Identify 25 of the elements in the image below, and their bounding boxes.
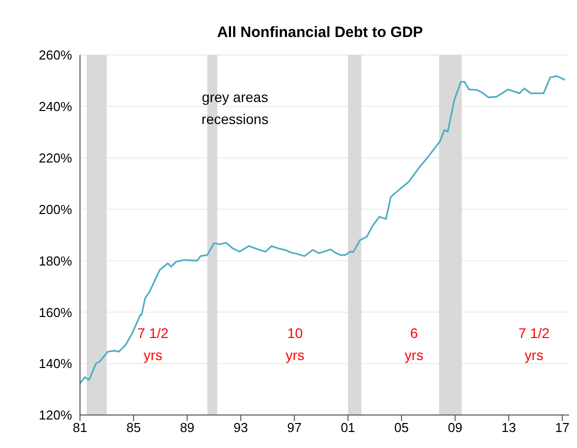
- y-tick-label: 200%: [38, 202, 72, 217]
- chart-title: All Nonfinancial Debt to GDP: [216, 24, 424, 41]
- x-tick-label: 81: [72, 420, 88, 436]
- annotation: grey areas recessions: [200, 88, 270, 129]
- line-series: [80, 75, 566, 384]
- x-tick-label: 01: [340, 420, 356, 436]
- y-tick-label: 240%: [38, 99, 72, 114]
- y-tick-label: 160%: [38, 304, 72, 320]
- x-tick-label: 85: [126, 420, 141, 436]
- x-tick-label: 05: [394, 420, 409, 436]
- x-tick-label: 89: [180, 420, 194, 436]
- annotation: 6 yrs: [404, 324, 424, 365]
- annotation: 7 1/2 yrs: [136, 324, 170, 365]
- y-tick-label: 140%: [38, 356, 72, 372]
- y-tick-label: 180%: [38, 253, 72, 268]
- x-tick-label: 97: [287, 420, 302, 436]
- y-tick-label: 220%: [38, 150, 72, 166]
- y-tick-label: 120%: [38, 408, 72, 423]
- annotation: 7 1/2 yrs: [517, 324, 551, 365]
- annotation: 10 yrs: [284, 324, 306, 365]
- y-tick-label: 260%: [38, 48, 72, 63]
- x-tick-label: 93: [234, 420, 248, 436]
- x-tick-label: 17: [555, 420, 570, 436]
- x-tick-label: 13: [501, 420, 516, 436]
- x-tick-label: 09: [448, 420, 462, 436]
